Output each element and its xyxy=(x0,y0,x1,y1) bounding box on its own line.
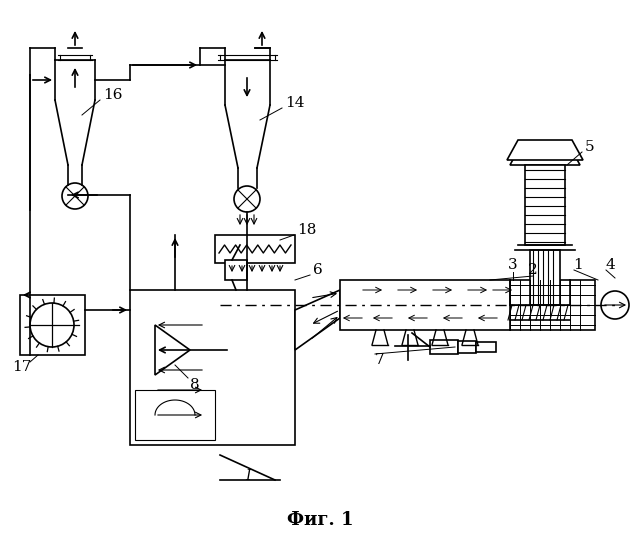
Bar xyxy=(20,295,85,355)
Bar xyxy=(340,280,595,330)
Bar xyxy=(130,290,295,445)
Polygon shape xyxy=(155,325,190,375)
Text: Фиг. 1: Фиг. 1 xyxy=(287,511,353,529)
Text: 6: 6 xyxy=(313,263,323,277)
Text: 2: 2 xyxy=(528,263,538,277)
Text: 17: 17 xyxy=(12,360,32,374)
Text: 8: 8 xyxy=(190,378,200,392)
Circle shape xyxy=(62,183,88,209)
Polygon shape xyxy=(507,140,583,160)
Bar xyxy=(458,341,476,353)
Circle shape xyxy=(30,303,74,347)
Bar xyxy=(430,340,458,354)
Circle shape xyxy=(601,291,629,319)
Text: I: I xyxy=(245,469,251,483)
Circle shape xyxy=(234,186,260,212)
Text: 16: 16 xyxy=(103,88,123,102)
Bar xyxy=(525,165,565,245)
Bar xyxy=(476,342,496,352)
Bar xyxy=(225,260,247,280)
Text: 3: 3 xyxy=(508,258,518,272)
Bar xyxy=(530,250,560,305)
Polygon shape xyxy=(295,290,340,350)
Text: 14: 14 xyxy=(285,96,305,110)
Text: 18: 18 xyxy=(298,223,317,237)
Bar xyxy=(215,235,295,263)
Text: 1: 1 xyxy=(573,258,583,272)
Bar xyxy=(135,390,215,440)
Text: 4: 4 xyxy=(605,258,615,272)
Text: 5: 5 xyxy=(585,140,595,154)
Text: 7: 7 xyxy=(375,353,385,367)
Polygon shape xyxy=(510,143,580,165)
